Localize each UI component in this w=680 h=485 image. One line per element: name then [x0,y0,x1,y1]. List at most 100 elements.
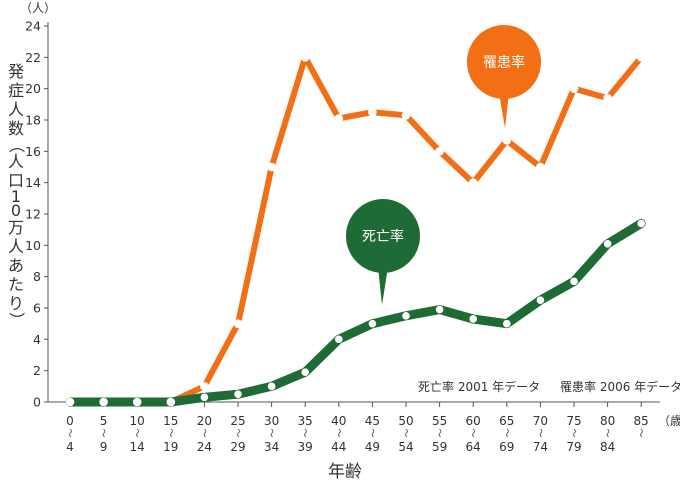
data-point-incidence [468,178,478,187]
x-tick-range-mark: 〜 [165,428,175,437]
x-tick-label-top: 20 [197,414,212,428]
x-tick-label-top: 15 [163,414,178,428]
y-axis-label-char: り [7,294,24,313]
x-tick-range-mark: 〜 [98,428,108,437]
x-axis-label: 年齢 [328,462,362,482]
bubble-pointer-mortality [378,267,388,305]
data-point-incidence [368,107,377,117]
data-point-mortality [603,239,612,248]
series-line-mortality [65,218,646,407]
y-axis-label-char: た [7,275,24,294]
data-point-mortality [637,219,645,228]
x-tick-label-top: 40 [331,414,346,428]
data-point-incidence [502,136,512,145]
data-point-mortality [503,319,511,328]
x-tick-range-mark: 〜 [501,428,511,437]
data-point-incidence [569,84,579,93]
y-axis-label-char: 症 [7,81,24,100]
data-point-incidence [401,111,411,120]
x-tick-label-bottom: 34 [264,440,279,454]
axes: 0246810121416182022240〜45〜910〜1415〜1920〜… [25,19,660,454]
x-tick-label-bottom: 44 [331,440,346,454]
data-point-incidence [267,162,276,172]
x-tick-range-mark: 〜 [266,428,276,437]
x-tick-label-top: 30 [264,414,279,428]
y-axis-label-char: 人 [7,152,24,171]
y-axis-label-char: 人 [7,237,24,256]
x-tick-label-top: 0 [66,414,74,428]
data-point-mortality [469,315,478,323]
data-point-mortality [368,319,377,328]
x-tick-label-bottom: 4 [66,440,74,454]
data-point-incidence [300,53,310,62]
x-tick-label-top: 25 [230,414,245,428]
x-tick-label-bottom: 24 [197,440,212,454]
series-name-mortality: 死亡率 [362,228,404,245]
x-tick-label-top: 50 [398,414,413,428]
x-tick-label-bottom: 79 [566,440,581,454]
x-tick-label-bottom: 74 [533,440,548,454]
x-tick-label-bottom: 64 [466,440,481,454]
y-tick-label: 18 [25,113,41,128]
x-tick-range-mark: 〜 [467,428,477,437]
x-tick-range-mark: 〜 [534,428,544,437]
data-point-mortality [167,398,175,406]
x-tick-label-bottom: 39 [298,440,313,454]
x-tick-range-mark: 〜 [299,428,309,437]
data-point-mortality [267,382,276,391]
bubble-mortality [346,199,420,273]
y-axis-label-char: 人 [7,100,24,119]
y-tick-label: 20 [25,81,41,96]
y-axis-label-char: 1 [10,187,22,206]
x-tick-label-bottom: 29 [230,440,245,454]
y-axis-label-char: あ [7,256,24,275]
data-point-incidence [603,93,612,103]
x-tick-label-bottom: 14 [130,440,145,454]
x-tick-label-top: 10 [130,414,145,428]
x-tick-range-mark: 〜 [400,428,410,437]
data-point-incidence [334,114,344,123]
x-tick-range-mark: 〜 [635,428,645,437]
x-tick-label-bottom: 59 [432,440,447,454]
y-tick-label: 8 [33,269,41,284]
y-axis-label-char: 口 [7,171,24,190]
bubble-pointer-incidence [499,93,509,128]
x-tick-range-mark: 〜 [64,428,74,437]
x-tick-range-mark: 〜 [602,428,612,437]
y-tick-label: 24 [25,19,41,34]
series-group [65,53,646,407]
data-point-mortality [335,335,343,344]
x-tick-label-top: 75 [566,414,581,428]
y-tick-label: 22 [25,50,41,65]
x-tick-label-top: 45 [365,414,380,428]
x-tick-label-bottom: 54 [398,440,413,454]
x-tick-range-mark: 〜 [434,428,444,437]
y-tick-label: 6 [33,301,41,316]
data-point-incidence [636,53,646,62]
data-point-incidence [536,162,545,172]
x-tick-label-bottom: 9 [100,440,108,454]
data-point-mortality [200,393,209,402]
x-axis-unit: （歳） [658,414,680,428]
x-tick-label-top: 85 [634,414,649,428]
x-tick-label-top: 5 [100,414,108,428]
x-tick-label-top: 70 [533,414,548,428]
x-tick-label-top: 60 [466,414,481,428]
series-name-incidence: 罹患率 [483,54,525,71]
x-tick-label-bottom: 49 [365,440,380,454]
x-tick-label-top: 55 [432,414,447,428]
data-point-mortality [301,368,310,377]
x-tick-label-bottom: 84 [600,440,615,454]
data-point-incidence [200,382,209,391]
x-tick-label-top: 65 [499,414,514,428]
y-tick-label: 4 [33,332,41,347]
data-point-mortality [66,398,74,406]
x-tick-range-mark: 〜 [568,428,578,437]
data-point-mortality [99,398,108,406]
y-tick-label: 0 [33,395,41,410]
data-point-mortality [133,398,141,406]
data-point-mortality [402,312,410,320]
bubble-incidence [467,25,541,99]
